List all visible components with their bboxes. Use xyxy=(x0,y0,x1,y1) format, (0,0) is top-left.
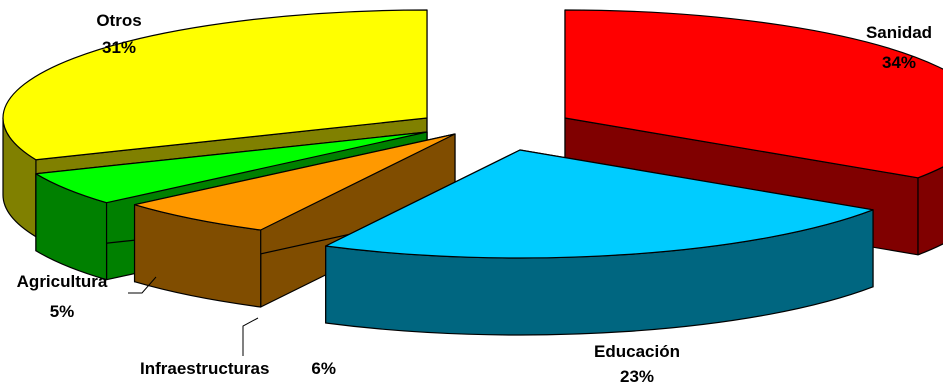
slice-value-infraestructuras: 6% xyxy=(311,359,336,378)
slice-label-infraestructuras: Infraestructuras xyxy=(140,359,269,378)
leader-lines xyxy=(128,276,259,356)
slice-top-face xyxy=(325,149,874,259)
leader-line-infraestructuras xyxy=(242,317,259,356)
slice-value-educacion: 23% xyxy=(620,367,654,385)
slice-outer-wall xyxy=(917,166,943,256)
slice-value-sanidad: 34% xyxy=(882,53,916,72)
slice-label-sanidad: Sanidad xyxy=(866,23,932,42)
slice-label-educacion: Educación xyxy=(594,342,680,361)
slice-top-face xyxy=(2,9,428,161)
slice-top-face xyxy=(133,133,456,231)
pie-slice-educacion xyxy=(325,149,874,336)
slice-value-agricultura: 5% xyxy=(50,302,75,321)
pie-slice-infraestructuras xyxy=(133,133,456,308)
slice-label-otros: Otros xyxy=(96,11,141,30)
slices-layer xyxy=(2,9,943,336)
leader-line-agricultura xyxy=(128,276,157,294)
labels-layer: Sanidad 34% Educación 23% Infraestructuras 6%… xyxy=(17,11,932,385)
slice-top-face xyxy=(564,9,943,179)
slice-label-agricultura: Agricultura xyxy=(17,272,108,291)
slice-value-otros: 31% xyxy=(102,38,136,57)
slice-top-face xyxy=(35,131,428,204)
